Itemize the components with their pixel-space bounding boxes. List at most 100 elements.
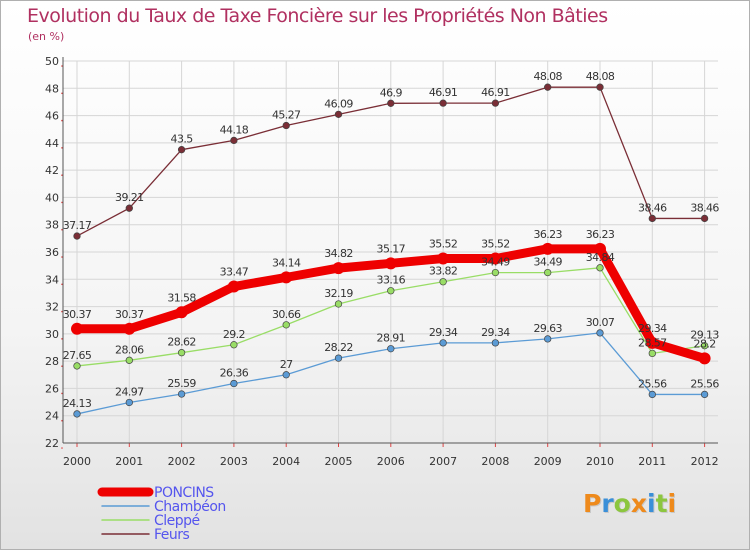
data-label: 27.65 [63,349,92,362]
y-minor-tick [61,365,63,367]
data-point [439,99,447,107]
legend-entry-chambéon: Chambéon [101,499,226,515]
x-tick-label: 2007 [429,455,457,468]
chart-title: Evolution du Taux de Taxe Foncière sur l… [27,5,608,27]
data-label: 26.36 [220,367,249,380]
y-tick-label: 42 [45,164,59,177]
data-label: 30.37 [63,308,92,321]
data-label: 34.49 [481,256,510,269]
y-tick-label: 36 [45,246,59,259]
data-label: 29.34 [429,326,458,339]
data-label: 28.22 [324,341,353,354]
data-point [125,356,133,364]
y-minor-tick [61,201,63,204]
data-point [280,271,293,284]
data-label: 35.52 [481,238,510,251]
x-tick-label: 2002 [168,455,196,468]
x-tick-label: 2001 [115,455,143,468]
y-minor-tick [61,65,63,67]
data-point [489,252,502,265]
x-tick-label: 2011 [638,455,666,468]
y-minor-tick [61,338,63,340]
data-label: 30.66 [272,308,301,321]
y-tick-label: 22 [45,437,59,450]
data-label: 46.09 [324,97,353,110]
y-tick-label: 38 [45,219,59,232]
y-minor-tick [61,256,63,258]
legend-entry-poncins: PONCINS [97,485,215,501]
data-label: 29.13 [690,329,719,342]
axis-layer: 22 24 26 28 30 32 34 36 38 40 42 44 46 48 50 2000 2001 20… [45,55,719,468]
data-point [700,214,709,223]
data-label: 28.2 [694,337,716,350]
data-label: 34.49 [533,256,562,269]
data-point [437,252,450,265]
x-tick-label: 2000 [63,455,91,468]
data-point [334,354,343,362]
data-point [73,362,81,370]
y-tick-label: 50 [45,55,59,68]
data-point [332,262,345,275]
data-label: 33.82 [429,265,458,278]
y-minor-tick [61,447,63,449]
data-point [230,136,238,145]
data-label: 34.14 [272,256,301,269]
x-tick-label: 2008 [481,455,509,468]
y-tick-label: 40 [45,191,59,204]
data-point [282,371,290,379]
y-minor-tick [61,174,63,176]
data-label: 24.97 [115,385,144,398]
data-point [439,339,447,347]
data-point [541,242,554,255]
x-tick-label: 2006 [377,455,405,468]
y-tick-label: 46 [45,110,59,123]
x-tick-label: 2009 [534,455,562,468]
data-point [282,321,290,329]
series-feurs [73,83,709,240]
data-point [491,339,500,347]
data-point [648,214,656,223]
data-label: 33.16 [377,274,406,287]
legend-entry-feurs: Feurs [101,527,190,543]
data-point [334,110,343,118]
data-point [544,83,552,91]
data-label: 28.06 [115,343,144,356]
data-point [491,99,500,107]
data-point [123,322,136,335]
logo-letter: P [583,489,602,518]
data-point [387,287,395,295]
y-minor-tick [61,228,63,231]
data-point [334,300,343,308]
logo-letter: x [630,489,647,518]
proxiti-logo: Proxiti [583,489,676,518]
x-tick-label: 2004 [272,455,300,468]
data-point [177,349,186,357]
data-label: 28.91 [377,332,406,345]
data-label: 29.63 [533,322,562,335]
data-point [387,345,395,353]
data-label: 33.47 [220,266,249,279]
data-label: 29.34 [481,326,510,339]
data-label: 36.23 [533,228,562,241]
series-poncins [71,242,711,365]
data-label: 31.58 [167,291,196,304]
data-label: 48.08 [586,70,615,83]
data-point [125,204,133,212]
data-label: 35.17 [377,242,406,255]
y-minor-tick [61,147,63,149]
legend-entry-cleppé: Cleppé [101,513,200,529]
data-label: 30.07 [586,316,615,329]
data-label: 37.17 [63,219,92,232]
data-point [439,278,447,286]
data-label: 27 [280,358,293,371]
series-cleppé [73,264,709,370]
data-point [596,83,604,91]
data-label: 45.27 [272,109,301,122]
data-point [596,264,604,272]
y-tick-label: 28 [45,355,59,368]
y-minor-tick [61,392,63,395]
logo-letter: i [647,489,656,518]
chart-subtitle: (en %) [28,30,65,43]
